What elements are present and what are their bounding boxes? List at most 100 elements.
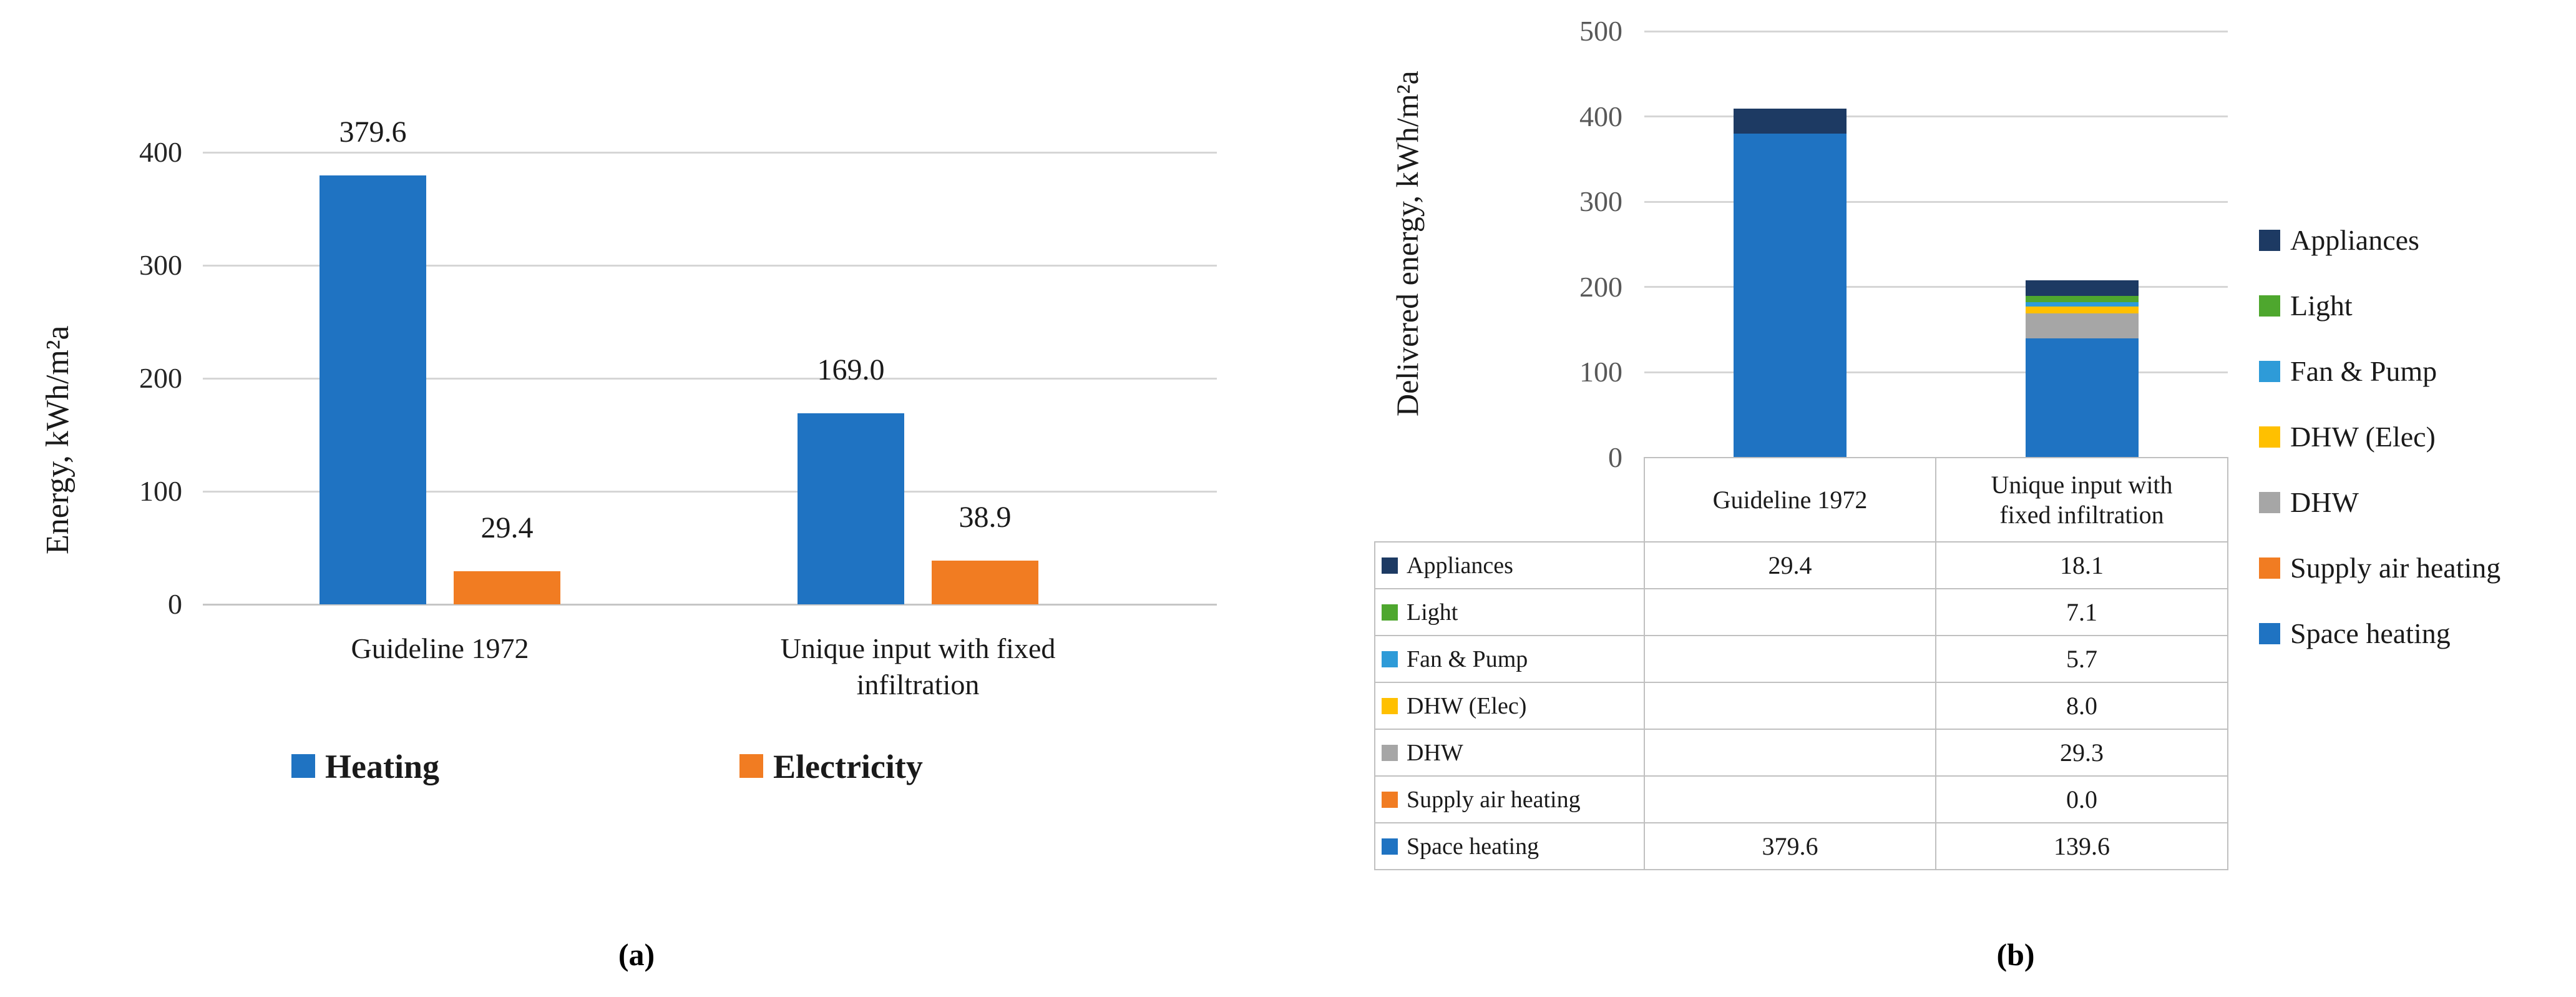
chart-a-data-label-electricity-1: 29.4	[481, 511, 534, 544]
chart-b-table-value-1-2: 18.1	[2060, 551, 2104, 579]
chart-a-y-tick-label-300: 300	[139, 249, 182, 281]
chart-b-table-key-dhw-elec-	[1382, 697, 1398, 714]
chart-a-data-label-heating-2: 169.0	[817, 353, 885, 387]
chart-b-gridline-400	[1644, 115, 2228, 118]
chart-b-table-key-space-heating	[1382, 838, 1398, 855]
chart-b-legend-label-appliances: Appliances	[2290, 224, 2419, 256]
chart-b-table-value-6-2: 0.0	[2066, 785, 2097, 813]
chart-b-table-row-border-4	[1374, 729, 2228, 730]
chart-b-table-row-border-1	[1374, 588, 2228, 589]
chart-b-y-tick-label-400: 400	[1579, 100, 1622, 132]
chart-a-gridline-100	[203, 490, 1217, 493]
chart-b-legend-label-dhw: DHW	[2290, 486, 2359, 518]
chart-b-table-row-border-3	[1374, 682, 2228, 683]
chart-b-y-tick-label-300: 300	[1579, 185, 1622, 218]
chart-b-legend-swatch-supply-air-heating	[2259, 557, 2280, 579]
chart-a-legend-swatch-electricity	[739, 754, 763, 778]
chart-b-table-row-label-6: Supply air heating	[1407, 786, 1581, 813]
chart-b-gridline-200	[1644, 286, 2228, 288]
chart-b-table-row-label-2: Light	[1407, 599, 1458, 626]
chart-a-bar-electricity-2	[932, 560, 1038, 604]
chart-a-y-tick-label-200: 200	[139, 362, 182, 394]
chart-a-bar-heating-2	[798, 413, 904, 604]
chart-a-y-tick-label-400: 400	[139, 136, 182, 168]
chart-b-y-axis-title: Delivered energy, kWh/m²a	[1390, 71, 1425, 416]
chart-b-segment-appliances-2	[2025, 280, 2139, 296]
chart-b-table-row-border-5	[1374, 775, 2228, 777]
chart-b-table-key-supply-air-heating	[1382, 791, 1398, 808]
chart-a-gridline-400	[203, 151, 1217, 154]
chart-b-table-header-2-line-2: fixed infiltration	[1999, 500, 2164, 529]
chart-a-legend-swatch-heating	[291, 754, 315, 778]
chart-b-legend-swatch-space-heating	[2259, 623, 2280, 644]
chart-a-data-label-electricity-2: 38.9	[959, 500, 1012, 534]
caption-a: (a)	[618, 937, 655, 972]
chart-b-table-row-label-4: DHW (Elec)	[1407, 692, 1527, 719]
chart-b-table-vertical-border-3	[2227, 457, 2228, 870]
chart-b-legend-label-dhw-elec-: DHW (Elec)	[2290, 421, 2436, 453]
chart-a-category-label-1-line-1: Guideline 1972	[351, 632, 529, 664]
chart-b-legend-swatch-fan-pump	[2259, 361, 2280, 382]
chart-b-table-key-light	[1382, 604, 1398, 621]
chart-b-segment-dhw-2	[2025, 313, 2139, 339]
chart-b-table-vertical-border-1	[1644, 457, 1645, 870]
chart-a-y-tick-label-0: 0	[168, 588, 182, 620]
chart-b-table-left-border	[1374, 541, 1375, 870]
chart-b-table-value-1-1: 29.4	[1768, 551, 1812, 579]
chart-b-y-tick-label-500: 500	[1579, 15, 1622, 47]
chart-a-gridline-300	[203, 264, 1217, 267]
chart-b-segment-light-2	[2025, 295, 2139, 302]
chart-a-bar-electricity-1	[454, 571, 560, 604]
chart-b-legend-swatch-dhw	[2259, 492, 2280, 513]
chart-b-table-key-dhw	[1382, 744, 1398, 761]
caption-b: (b)	[1996, 937, 2035, 972]
chart-b-legend-label-space-heating: Space heating	[2290, 617, 2451, 649]
chart-b-table-value-4-2: 8.0	[2066, 692, 2097, 720]
chart-b-table-value-7-2: 139.6	[2054, 832, 2110, 860]
chart-b-table-value-2-2: 7.1	[2066, 598, 2097, 626]
chart-b-table-header-1-line-1: Guideline 1972	[1712, 485, 1868, 514]
chart-a-panel	[0, 0, 1310, 997]
chart-b-table-vertical-border-2	[1935, 457, 1936, 870]
chart-b-table-header-2-line-1: Unique input with	[1991, 470, 2173, 499]
chart-b-segment-space-heating-2	[2025, 338, 2139, 458]
chart-b-table-row-label-1: Appliances	[1407, 552, 1513, 579]
chart-a-bar-heating-1	[320, 175, 426, 604]
chart-a-legend-label-heating: Heating	[325, 748, 439, 785]
chart-b-segment-space-heating-1	[1734, 134, 1847, 458]
chart-b-table-value-5-2: 29.3	[2060, 739, 2104, 767]
chart-b-segment-appliances-1	[1734, 109, 1847, 134]
chart-b-legend-swatch-dhw-elec-	[2259, 426, 2280, 448]
chart-b-table-row-label-5: DHW	[1407, 739, 1463, 766]
chart-b-table-row-label-3: Fan & Pump	[1407, 646, 1528, 672]
chart-a-y-tick-label-100: 100	[139, 475, 182, 507]
chart-b-table-row-border-7	[1374, 869, 2228, 870]
chart-b-legend-label-supply-air-heating: Supply air heating	[2290, 552, 2501, 584]
chart-a-category-label-2-line-2: infiltration	[856, 669, 980, 700]
chart-b-gridline-500	[1644, 30, 2228, 32]
chart-b-gridline-300	[1644, 200, 2228, 203]
chart-b-y-tick-label-100: 100	[1579, 356, 1622, 388]
chart-b-table-row-label-7: Space heating	[1407, 833, 1539, 860]
chart-b-table-value-3-2: 5.7	[2066, 645, 2097, 673]
chart-a-gridline-200	[203, 377, 1217, 380]
chart-b-table-key-fan-pump	[1382, 651, 1398, 667]
chart-b-table-key-appliances	[1382, 557, 1398, 574]
chart-a-category-label-2-line-1: Unique input with fixed	[780, 632, 1056, 664]
chart-b-gridline-100	[1644, 371, 2228, 373]
chart-a-legend-label-electricity: Electricity	[773, 748, 923, 785]
chart-b-table-row-border-6	[1374, 822, 2228, 823]
chart-b-y-tick-label-200: 200	[1579, 270, 1622, 303]
chart-b-y-tick-label-0: 0	[1608, 441, 1622, 473]
chart-b-legend-label-fan-pump: Fan & Pump	[2290, 355, 2437, 387]
chart-b-legend-swatch-appliances	[2259, 230, 2280, 251]
chart-b-table-row-border-2	[1374, 635, 2228, 636]
chart-b-table-value-7-1: 379.6	[1762, 832, 1818, 860]
chart-b-segment-dhw-elec--2	[2025, 307, 2139, 314]
chart-b-table-row-border-0	[1374, 541, 2228, 543]
chart-a-gridline-0	[203, 603, 1217, 606]
chart-b-legend-swatch-light	[2259, 295, 2280, 317]
chart-b-legend-label-light: Light	[2290, 290, 2353, 322]
chart-a-data-label-heating-1: 379.6	[339, 115, 407, 149]
